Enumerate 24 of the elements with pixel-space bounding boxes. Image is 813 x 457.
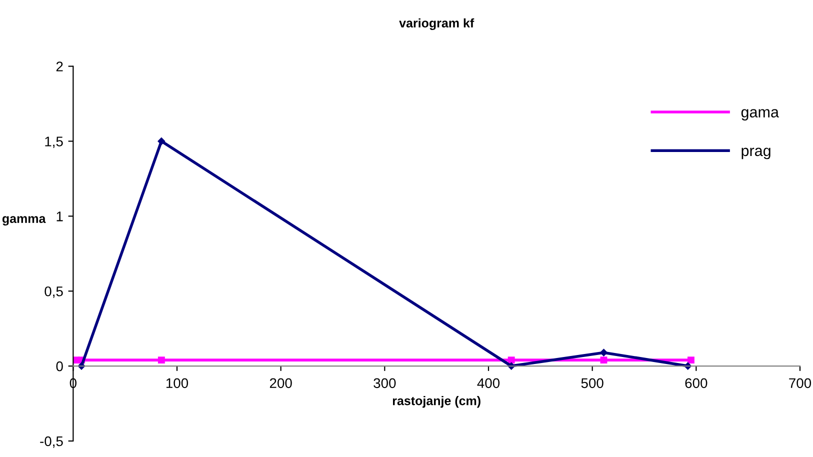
x-tick-label: 300 [374, 378, 396, 388]
y-tick-label: -0,5 [40, 436, 63, 448]
legend-label: prag [742, 148, 770, 160]
point [508, 356, 515, 364]
x-tick-label: 400 [477, 378, 500, 388]
y-tick-label: 1,5 [45, 136, 63, 148]
x-tick-label: 500 [581, 378, 604, 388]
x-axis-title: rastojanje (cm) [392, 396, 480, 408]
x-tick-label: 100 [166, 378, 188, 388]
y-tick-label: 0 [56, 361, 63, 372]
x-tick-label: 700 [789, 378, 812, 388]
point [600, 348, 608, 356]
point [158, 138, 166, 145]
point [158, 356, 165, 364]
x-tick-label: 200 [270, 378, 292, 388]
chart-title: variogram kf [399, 18, 474, 30]
y-tick-label: 2 [56, 62, 63, 72]
legend-label: gama [741, 109, 779, 120]
point [600, 356, 608, 364]
point [687, 356, 694, 364]
y-tick-label: 1 [56, 212, 63, 222]
y-axis-title: gamma [2, 216, 46, 226]
x-tick-label: 600 [685, 378, 708, 388]
y-tick-label: 0,5 [44, 286, 63, 298]
